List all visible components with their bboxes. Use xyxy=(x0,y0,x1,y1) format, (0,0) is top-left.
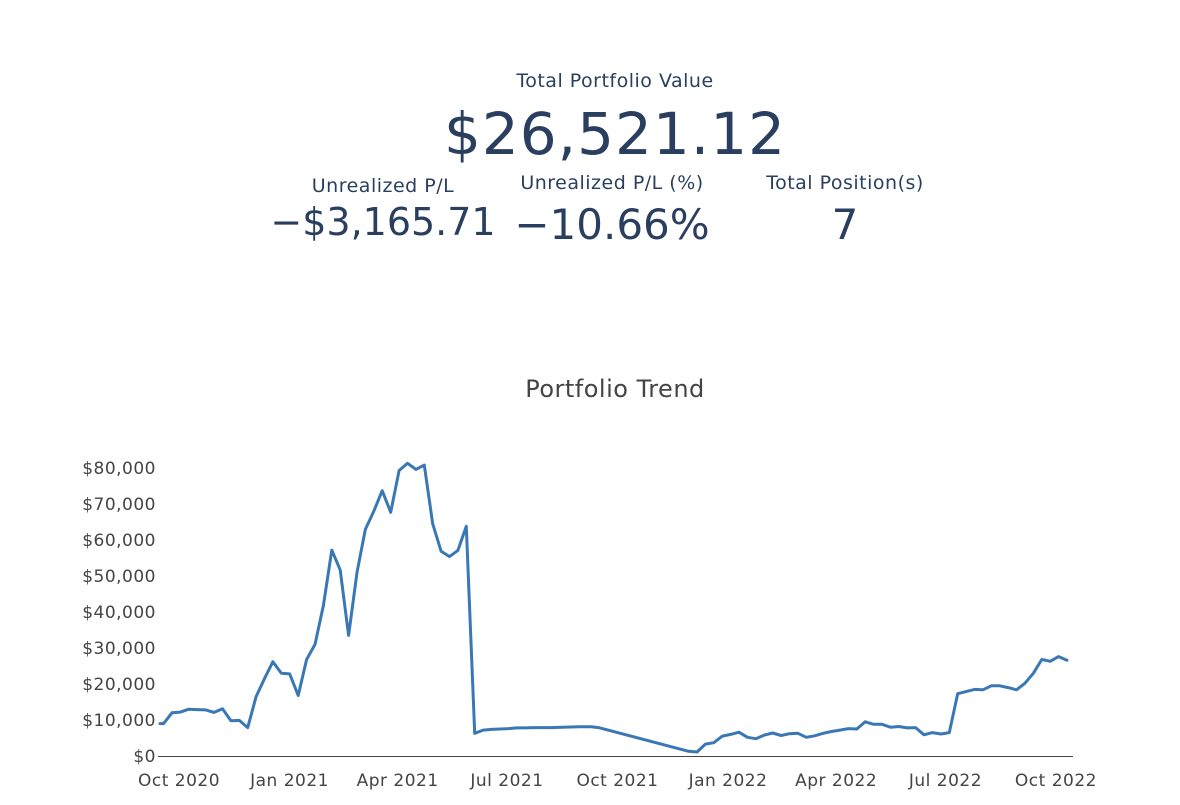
chart-title: Portfolio Trend xyxy=(525,375,705,403)
total-value-number: $26,521.12 xyxy=(443,100,787,168)
y-tick-label: $60,000 xyxy=(82,531,156,551)
total-positions-title: Total Position(s) xyxy=(766,172,924,194)
y-tick-label: $30,000 xyxy=(82,639,156,659)
x-tick-label: Jan 2021 xyxy=(249,771,329,791)
total-positions-number: 7 xyxy=(831,200,859,249)
y-tick-label: $50,000 xyxy=(82,567,156,587)
x-tick-label: Apr 2021 xyxy=(357,771,439,791)
x-tick-label: Jul 2021 xyxy=(469,771,543,791)
chart-series xyxy=(158,461,1069,754)
y-tick-label: $20,000 xyxy=(82,675,156,695)
unrealized-pl-number: −$3,165.71 xyxy=(270,200,496,244)
y-tick-label: $10,000 xyxy=(82,711,156,731)
total-value-title: Total Portfolio Value xyxy=(516,70,714,92)
y-tick-label: $40,000 xyxy=(82,603,156,623)
unrealized-pl-pct-title: Unrealized P/L (%) xyxy=(520,172,704,194)
x-tick-label: Oct 2022 xyxy=(1015,771,1097,791)
unrealized-pl-title: Unrealized P/L xyxy=(311,175,455,197)
x-tick-label: Oct 2020 xyxy=(138,771,220,791)
chart-axes: $0 $10,000 $20,000 $30,000 $40,000 $50,000 $60… xyxy=(82,459,1097,791)
y-tick-label: $80,000 xyxy=(82,459,156,479)
y-tick-label: $70,000 xyxy=(82,495,156,515)
x-tick-label: Jan 2022 xyxy=(688,771,768,791)
series-line-0 xyxy=(158,461,1069,754)
unrealized-pl-pct-number: −10.66% xyxy=(514,200,710,249)
x-tick-label: Oct 2021 xyxy=(576,771,658,791)
x-tick-label: Apr 2022 xyxy=(795,771,877,791)
x-tick-label: Jul 2022 xyxy=(908,771,982,791)
y-tick-label: $0 xyxy=(133,747,156,767)
